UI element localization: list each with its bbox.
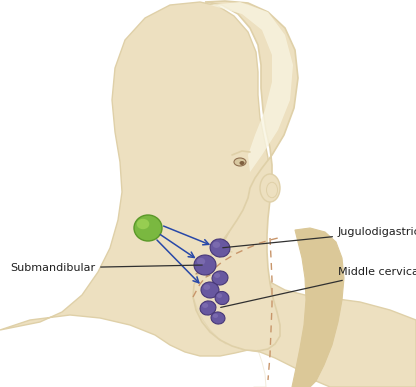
Ellipse shape <box>200 301 216 315</box>
Ellipse shape <box>201 282 219 298</box>
Ellipse shape <box>203 284 210 290</box>
Ellipse shape <box>213 314 218 318</box>
Ellipse shape <box>212 271 228 285</box>
Polygon shape <box>210 2 293 172</box>
Ellipse shape <box>194 255 216 275</box>
Ellipse shape <box>202 303 208 308</box>
Ellipse shape <box>260 174 280 202</box>
Ellipse shape <box>217 293 222 298</box>
Ellipse shape <box>234 158 246 166</box>
Ellipse shape <box>210 239 230 257</box>
Ellipse shape <box>215 291 229 305</box>
Ellipse shape <box>137 219 149 229</box>
Ellipse shape <box>240 161 245 165</box>
Ellipse shape <box>213 241 220 248</box>
Text: Middle cervical: Middle cervical <box>221 267 416 307</box>
Ellipse shape <box>211 312 225 324</box>
Polygon shape <box>193 1 298 351</box>
Text: Jugulodigastric: Jugulodigastric <box>223 227 416 248</box>
Ellipse shape <box>134 215 162 241</box>
Ellipse shape <box>214 273 220 278</box>
Ellipse shape <box>197 258 205 265</box>
Polygon shape <box>292 228 344 387</box>
Text: Submandibular: Submandibular <box>10 263 202 273</box>
